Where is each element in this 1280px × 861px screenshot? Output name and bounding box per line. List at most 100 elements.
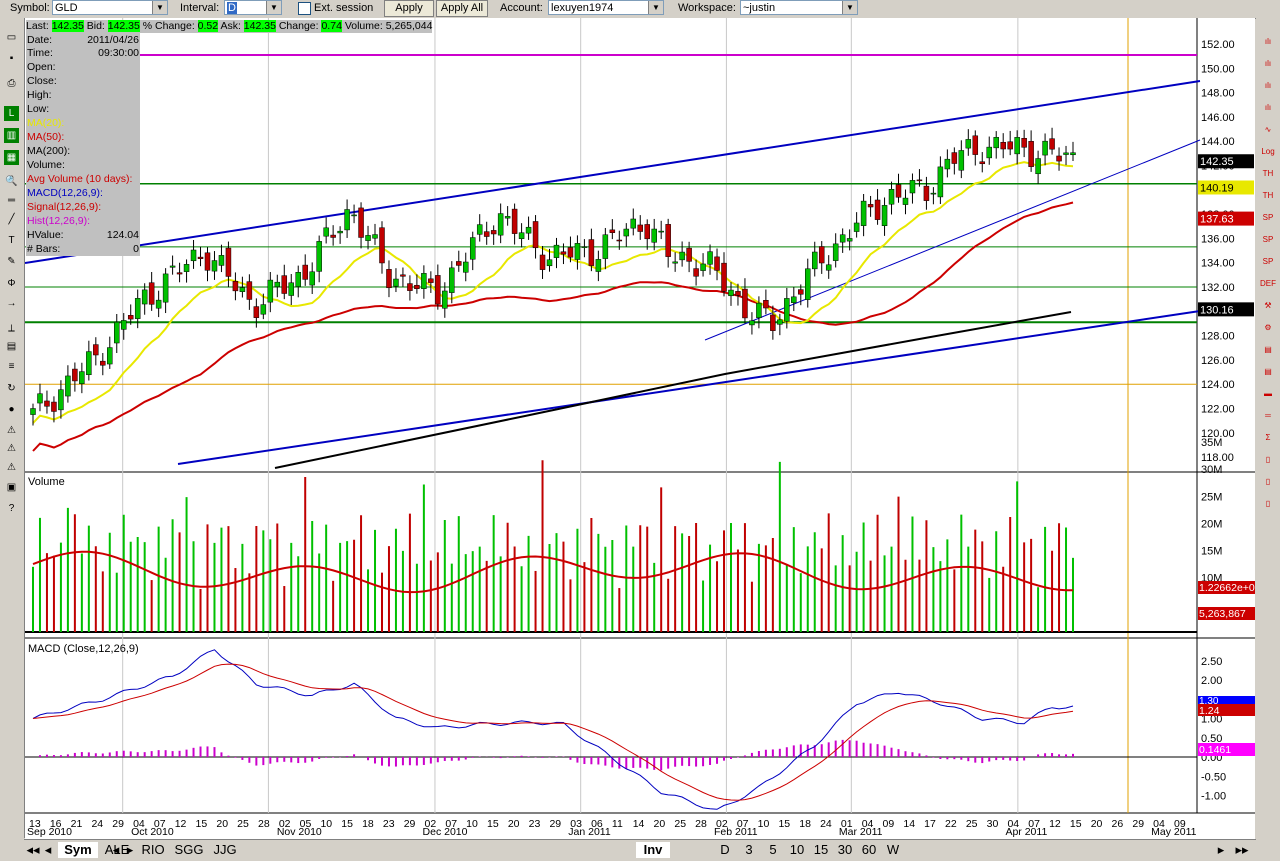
def-icon[interactable]: DEF [1260, 279, 1276, 288]
symbol-combo[interactable]: GLD ▼ [52, 0, 168, 15]
sp3-icon[interactable]: SP [1262, 257, 1274, 266]
magnifier-icon[interactable]: 🔍 [5, 176, 18, 187]
ruler-icon[interactable]: ⟂ [8, 323, 15, 334]
book2-icon[interactable]: ▤ [1264, 367, 1272, 376]
table-icon[interactable]: ▤ [6, 341, 17, 352]
open-icon[interactable]: ▭ [6, 32, 17, 43]
chart-svg[interactable]: 152.00150.00148.00146.00144.00142.00140.… [25, 18, 1255, 840]
th-icon[interactable]: TH [1262, 169, 1274, 178]
bid-label: Bid: [86, 20, 105, 32]
chevron-down-icon[interactable]: ▼ [648, 1, 663, 14]
box-icon[interactable]: ▯ [1265, 455, 1271, 464]
alert-icon[interactable]: ⚠ [7, 425, 16, 436]
candle-body [770, 314, 776, 331]
candle-body [72, 368, 78, 382]
tab-sym[interactable]: Sym [58, 842, 98, 858]
candle-body [567, 247, 574, 258]
refresh-icon[interactable]: ↻ [7, 383, 16, 394]
tab-interval-w[interactable]: W [886, 842, 900, 857]
arrow-icon[interactable]: → [6, 298, 17, 309]
wave-icon[interactable]: ∿ [1264, 125, 1272, 134]
apply-all-button[interactable]: Apply All [436, 0, 488, 17]
sp-icon[interactable]: SP [1262, 213, 1274, 222]
chevron-down-icon[interactable]: ▼ [266, 1, 281, 14]
chevron-down-icon[interactable]: ▼ [152, 1, 167, 14]
pencil-icon[interactable]: ✎ [7, 256, 16, 267]
candle-body [888, 189, 895, 205]
tab-interval-inv[interactable]: Inv [636, 842, 670, 858]
month-label: Nov 2010 [277, 826, 322, 838]
line-icon[interactable]: L [4, 106, 19, 121]
hammer-icon[interactable]: ⚒ [1264, 301, 1272, 310]
zoom-icon[interactable]: ⌕ [8, 172, 15, 183]
hline-icon[interactable]: ═ [7, 195, 16, 206]
eq-icon[interactable]: ═ [1265, 411, 1271, 420]
tab-rio[interactable]: RIO [141, 842, 165, 857]
globe-icon[interactable]: ● [8, 404, 15, 415]
tab-interval-10[interactable]: 10 [789, 842, 805, 857]
candles-icon[interactable]: ılı [1264, 81, 1272, 90]
tab-prev-icon[interactable]: ◂ [112, 842, 120, 857]
log-icon[interactable]: Log [1261, 147, 1275, 156]
candle-body [504, 216, 511, 219]
sp2-icon[interactable]: SP [1262, 235, 1274, 244]
alert3-icon[interactable]: ⚠ [7, 462, 16, 473]
tab-sgg[interactable]: SGG [174, 842, 204, 857]
hlc-icon[interactable]: ılı [1264, 103, 1272, 112]
alert2-icon[interactable]: ⚠ [7, 443, 16, 454]
tab-interval-60[interactable]: 60 [861, 842, 877, 857]
candle-body [616, 239, 623, 242]
date-tick-label: 15 [778, 818, 790, 830]
workspace-combo[interactable]: ~justin ▼ [740, 0, 858, 15]
trendline-icon[interactable]: ╱ [8, 214, 15, 225]
candle-icon[interactable]: ▥ [4, 128, 19, 143]
tune-icon[interactable]: ⚙ [1264, 323, 1272, 332]
tab-interval-5[interactable]: 5 [769, 842, 777, 857]
candle-body [190, 249, 197, 262]
candle-body [337, 230, 343, 234]
tab-interval-d[interactable]: D [720, 842, 730, 857]
chart-area[interactable]: 152.00150.00148.00146.00144.00142.00140.… [25, 18, 1255, 840]
candle-body [309, 271, 315, 286]
box3-icon[interactable]: ▯ [1265, 499, 1271, 508]
apply-button[interactable]: Apply [384, 0, 434, 17]
scroll-next-icon[interactable]: ▸ [1217, 842, 1225, 857]
month-label: Dec 2010 [423, 826, 468, 838]
bars-value: 0 [133, 243, 139, 255]
tab-ale[interactable]: ALE [104, 842, 130, 857]
th2-icon[interactable]: TH [1262, 191, 1274, 200]
bar-chart-icon[interactable]: ılı [1264, 37, 1272, 46]
date-tick-label: 20 [508, 818, 520, 830]
print-icon[interactable]: ⎙ [7, 78, 16, 89]
date-tick-label: 12 [1049, 818, 1061, 830]
text-icon[interactable]: T [8, 235, 15, 246]
lock-icon[interactable]: ▣ [6, 482, 17, 493]
ohlc-icon[interactable]: ılı [1264, 59, 1272, 68]
candle-body [853, 222, 860, 232]
help-icon[interactable]: ? [8, 503, 15, 514]
tab-next-icon[interactable]: ▸ [126, 842, 134, 857]
tab-interval-30[interactable]: 30 [837, 842, 853, 857]
sigma-icon[interactable]: Σ [1265, 433, 1271, 442]
ask-label: Ask: [220, 20, 241, 32]
fib-icon[interactable]: Φ [7, 278, 16, 289]
pct-change-label: % Change: [142, 20, 195, 32]
tab-interval-3[interactable]: 3 [745, 842, 753, 857]
book-icon[interactable]: ▤ [1264, 345, 1272, 354]
chevron-down-icon[interactable]: ▼ [842, 1, 857, 14]
tab-jjg[interactable]: JJG [213, 842, 237, 857]
interval-combo[interactable]: D ▼ [224, 0, 282, 15]
scroll-first-icon[interactable]: ◂◂ [26, 842, 40, 857]
note-icon[interactable]: ≡ [8, 361, 15, 372]
account-combo[interactable]: lexuyen1974 ▼ [548, 0, 664, 15]
ext-session-checkbox[interactable] [298, 2, 311, 15]
bar-icon[interactable]: ▦ [4, 150, 19, 165]
minus-icon[interactable]: ▬ [1264, 389, 1272, 398]
save-icon[interactable]: ▪ [9, 53, 14, 64]
candle-body [323, 227, 329, 237]
scroll-prev-icon[interactable]: ◂ [44, 842, 52, 857]
tab-interval-15[interactable]: 15 [813, 842, 829, 857]
box2-icon[interactable]: ▯ [1265, 477, 1271, 486]
candle-body [951, 152, 958, 164]
scroll-last-icon[interactable]: ▸▸ [1235, 842, 1249, 857]
